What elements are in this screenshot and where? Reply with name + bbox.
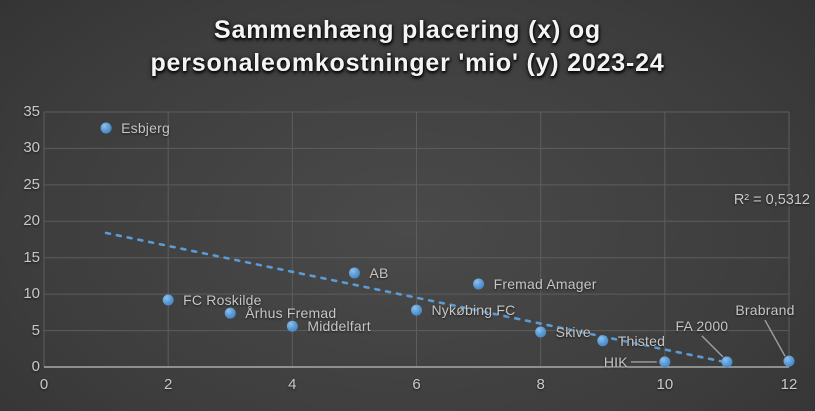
- data-point-brabrand[interactable]: [783, 355, 795, 367]
- r-squared-label: R² = 0,5312: [733, 192, 810, 208]
- y-axis-tick-0: 0: [31, 358, 40, 375]
- data-point-middelfart[interactable]: [286, 320, 298, 332]
- y-axis-tick-5: 5: [31, 321, 40, 339]
- y-axis-tick-20: 20: [23, 212, 40, 230]
- point-label-esbjerg: Esbjerg: [121, 120, 170, 137]
- x-axis-tick-12: 12: [780, 376, 798, 393]
- x-axis-tick-4: 4: [288, 376, 297, 393]
- point-label-skive: Skive: [555, 324, 591, 341]
- data-point-rhus-fremad[interactable]: [224, 307, 236, 319]
- y-axis-tick-15: 15: [23, 248, 40, 266]
- leader-line-fa-2000: [701, 335, 724, 358]
- data-point-hik[interactable]: [659, 356, 671, 368]
- y-axis-tick-10: 10: [23, 285, 40, 303]
- data-points: [100, 122, 795, 368]
- data-point-fa-2000[interactable]: [721, 356, 733, 368]
- point-label-nyk-bing-fc: Nykøbing FC: [431, 302, 516, 319]
- data-point-fc-roskilde[interactable]: [162, 294, 174, 306]
- y-axis-tick-35: 35: [23, 103, 40, 120]
- point-label-middelfart: Middelfart: [307, 318, 371, 335]
- point-label-fremad-amager: Fremad Amager: [493, 275, 597, 292]
- y-axis-tick-30: 30: [23, 139, 40, 157]
- data-point-skive[interactable]: [535, 326, 547, 338]
- point-label-ab: AB: [369, 265, 389, 281]
- data-point-ab[interactable]: [348, 267, 360, 279]
- chart-title-line2: personaleomkostninger 'mio' (y) 2023-24: [150, 49, 665, 77]
- leader-line-brabrand: [764, 319, 786, 357]
- data-point-fremad-amager[interactable]: [473, 278, 485, 290]
- chart-title-line1: Sammenhæng placering (x) og: [214, 16, 601, 44]
- x-axis-tick-10: 10: [656, 376, 674, 393]
- point-label-fa-2000: FA 2000: [675, 317, 729, 334]
- x-axis-tick-0: 0: [39, 376, 49, 393]
- chart-title: Sammenhæng placering (x) og personaleomk…: [0, 14, 815, 80]
- point-label-rhus-fremad: Århus Fremad: [245, 305, 337, 322]
- x-axis-tick-2: 2: [163, 376, 173, 393]
- gridlines: [43, 111, 790, 368]
- x-axis-tick-8: 8: [536, 376, 545, 393]
- y-axis-tick-25: 25: [23, 175, 40, 193]
- data-point-esbjerg[interactable]: [100, 122, 112, 134]
- data-point-nyk-bing-fc[interactable]: [411, 304, 422, 316]
- point-label-fc-roskilde: FC Roskilde: [183, 291, 262, 308]
- point-label-thisted: Thisted: [617, 332, 666, 349]
- data-point-thisted[interactable]: [597, 335, 609, 347]
- x-axis-tick-6: 6: [412, 376, 421, 393]
- trendline-and-leaders: [104, 231, 786, 363]
- point-label-hik: HIK: [603, 353, 628, 370]
- point-label-brabrand: Brabrand: [735, 302, 795, 319]
